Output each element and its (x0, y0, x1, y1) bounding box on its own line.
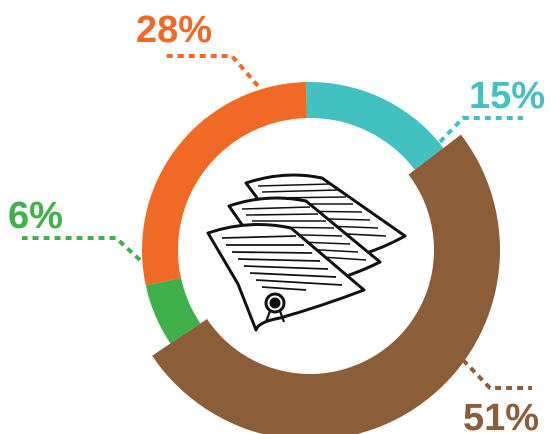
leader-line-28pct (166, 54, 260, 88)
leader-line-51pct (461, 358, 532, 390)
percent-labels: 15% 51% 6% 28% (8, 9, 545, 434)
slice-15pct (305, 82, 444, 170)
slice-28pct (142, 82, 307, 286)
donut-slices (142, 82, 501, 434)
slice-51pct (152, 134, 501, 434)
slice-6pct (145, 277, 201, 344)
percent-label-15pct: 15% (469, 75, 545, 117)
leader-lines (22, 54, 532, 390)
leader-line-6pct (22, 236, 142, 262)
percent-label-51pct: 51% (463, 397, 539, 434)
percent-label-6pct: 6% (8, 195, 63, 237)
percent-label-28pct: 28% (136, 9, 212, 51)
documents-icon (206, 173, 407, 332)
leader-line-15pct (438, 116, 523, 144)
